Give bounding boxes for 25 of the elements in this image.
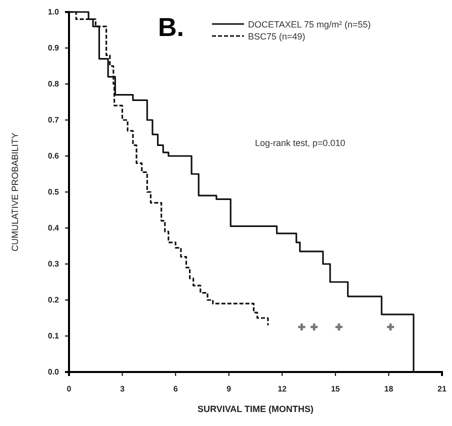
x-tick-label: 18 <box>384 384 394 394</box>
y-tick-label: 0.5 <box>48 188 60 197</box>
y-axis-title: CUMULATIVE PROBABILITY <box>10 132 20 252</box>
annotation: Log-rank test, p=0.010 <box>255 138 346 148</box>
y-tick-label: 0.1 <box>48 332 60 341</box>
y-tick-label: 0.3 <box>48 260 60 269</box>
legend-label: BSC75 (n=49) <box>248 32 306 42</box>
y-tick-label: 0.8 <box>48 80 60 89</box>
x-tick-label: 6 <box>173 384 178 394</box>
y-tick-label: 0.9 <box>48 44 60 53</box>
y-tick-label: 0.6 <box>48 152 60 161</box>
y-tick-label: 0.2 <box>48 296 60 305</box>
x-tick-label: 9 <box>226 384 232 394</box>
y-tick-label: 0.4 <box>48 224 60 233</box>
x-tick-label: 0 <box>66 384 72 394</box>
y-tick-label: 1.0 <box>48 8 60 17</box>
y-tick-label: 0.7 <box>48 116 60 125</box>
annotation: B. <box>158 12 184 42</box>
x-tick-label: 3 <box>120 384 126 394</box>
x-axis-title: SURVIVAL TIME (MONTHS) <box>197 404 314 414</box>
x-tick-label: 15 <box>330 384 340 394</box>
x-tick-label: 21 <box>438 384 447 394</box>
x-tick-label: 12 <box>278 384 288 394</box>
y-tick-label: 0.0 <box>48 368 60 377</box>
legend-label: DOCETAXEL 75 mg/m² (n=55) <box>248 20 371 30</box>
